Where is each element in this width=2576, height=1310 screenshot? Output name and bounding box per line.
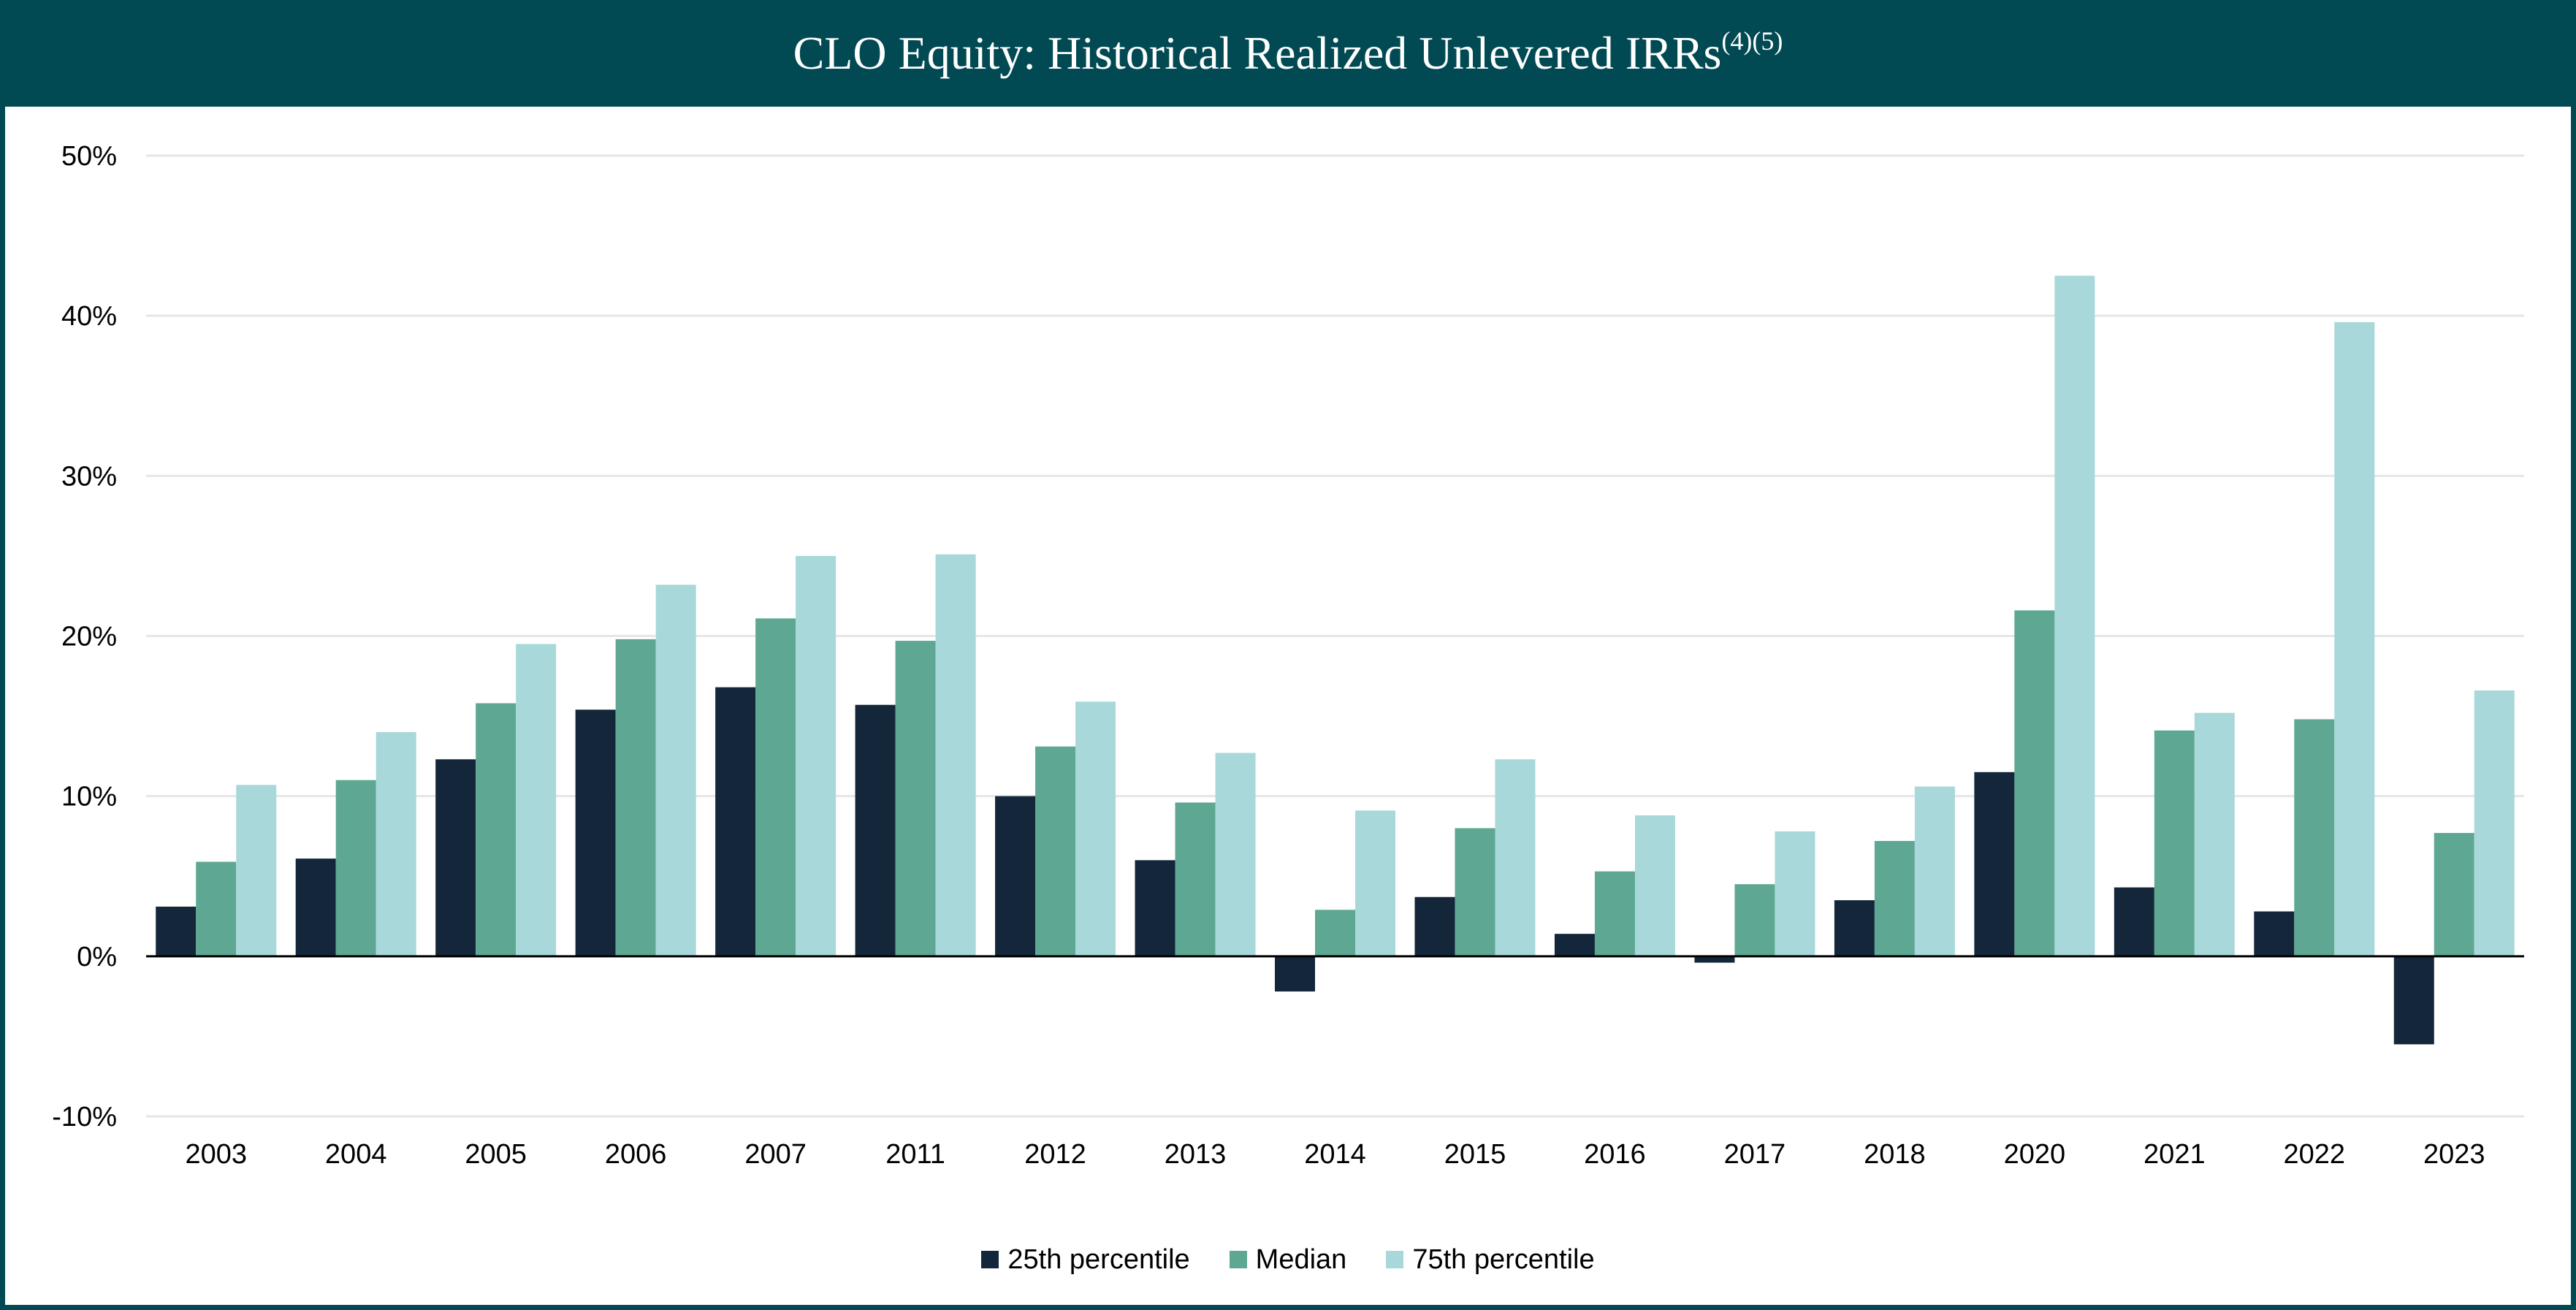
bar-75th-percentile-2004 <box>376 732 416 956</box>
x-axis-tick-labels: 2003 2004 2005 2006 2007 2011 2012 2013 2014 2015… <box>185 1139 2485 1170</box>
y-tick-label: 40% <box>61 301 117 332</box>
bar-25th-percentile-2020 <box>1974 772 2015 956</box>
x-tick-label: 2007 <box>744 1139 807 1170</box>
bar-75th-percentile-2016 <box>1634 815 1675 956</box>
bar-25th-percentile-2006 <box>575 709 616 956</box>
chart-title-text: CLO Equity: Historical Realized Unlevere… <box>793 27 1722 79</box>
bar-75th-percentile-2013 <box>1215 753 1256 956</box>
y-axis-tick-labels: -10% 0% 10% 20% 30% 40% 50% <box>52 141 117 1132</box>
bar-75th-percentile-2022 <box>2334 321 2375 956</box>
bar-median-2014 <box>1315 910 1355 956</box>
bars <box>156 275 2515 1045</box>
x-tick-label: 2021 <box>2144 1139 2206 1170</box>
bar-75th-percentile-2003 <box>236 785 277 956</box>
x-tick-label: 2015 <box>1444 1139 1506 1170</box>
bar-median-2007 <box>755 618 796 956</box>
bar-75th-percentile-2015 <box>1495 759 1536 956</box>
y-tick-label: 0% <box>77 942 117 972</box>
bar-25th-percentile-2017 <box>1694 956 1735 963</box>
bar-median-2003 <box>196 861 237 956</box>
x-tick-label: 2004 <box>325 1139 387 1170</box>
y-tick-label: 20% <box>61 622 117 652</box>
bar-median-2021 <box>2154 730 2195 956</box>
bar-25th-percentile-2023 <box>2393 956 2434 1045</box>
y-tick-label: 30% <box>61 461 117 492</box>
bar-median-2016 <box>1594 871 1635 956</box>
bar-75th-percentile-2018 <box>1914 786 1955 956</box>
bar-median-2004 <box>335 780 376 956</box>
legend-label: Median <box>1255 1244 1347 1275</box>
x-tick-label: 2022 <box>2284 1139 2346 1170</box>
legend: 25th percentile Median 75th percentile <box>0 1239 2576 1280</box>
x-tick-label: 2023 <box>2423 1139 2485 1170</box>
y-tick-label: -10% <box>52 1102 117 1132</box>
bar-75th-percentile-2007 <box>796 555 837 956</box>
bar-25th-percentile-2022 <box>2254 911 2295 956</box>
x-tick-label: 2014 <box>1304 1139 1366 1170</box>
bar-25th-percentile-2018 <box>1834 900 1875 956</box>
bar-75th-percentile-2017 <box>1775 831 1815 956</box>
bar-median-2018 <box>1874 841 1915 956</box>
bar-25th-percentile-2004 <box>295 858 336 956</box>
bar-median-2011 <box>895 641 936 956</box>
bar-25th-percentile-2011 <box>855 704 896 956</box>
legend-item: 25th percentile <box>981 1244 1190 1276</box>
bar-75th-percentile-2014 <box>1355 810 1395 956</box>
bar-75th-percentile-2012 <box>1075 701 1116 956</box>
bar-25th-percentile-2014 <box>1275 956 1315 992</box>
legend-label: 75th percentile <box>1412 1244 1595 1275</box>
bar-median-2022 <box>2294 719 2335 956</box>
bar-25th-percentile-2021 <box>2114 887 2154 956</box>
x-tick-label: 2006 <box>605 1139 667 1170</box>
bar-median-2006 <box>615 639 656 956</box>
x-tick-label: 2003 <box>185 1139 247 1170</box>
bar-chart: -10%0%10%20%30%40%50% 2003 2004 2005 2006 20… <box>52 141 2524 1170</box>
bar-75th-percentile-2006 <box>655 584 696 956</box>
bar-75th-percentile-2020 <box>2054 275 2095 956</box>
x-tick-label: 2020 <box>2004 1139 2066 1170</box>
bar-median-2017 <box>1734 884 1775 956</box>
gridlines <box>146 154 2524 1118</box>
bar-25th-percentile-2016 <box>1554 934 1595 956</box>
bar-median-2013 <box>1175 802 1216 956</box>
legend-swatch <box>1229 1251 1247 1268</box>
legend-item: Median <box>1229 1244 1347 1276</box>
x-tick-label: 2018 <box>1864 1139 1926 1170</box>
bar-75th-percentile-2023 <box>2474 690 2515 956</box>
y-tick-label: 10% <box>61 782 117 812</box>
chart-title: CLO Equity: Historical Realized Unlevere… <box>793 26 1783 80</box>
x-tick-label: 2012 <box>1024 1139 1086 1170</box>
title-bar: CLO Equity: Historical Realized Unlevere… <box>0 0 2576 107</box>
bar-median-2012 <box>1035 746 1076 956</box>
x-tick-label: 2005 <box>465 1139 527 1170</box>
bar-75th-percentile-2011 <box>935 554 976 956</box>
bar-median-2015 <box>1455 828 1495 956</box>
y-tick-label: 50% <box>61 141 117 172</box>
bar-25th-percentile-2012 <box>995 796 1036 956</box>
legend-label: 25th percentile <box>1007 1244 1190 1275</box>
legend-item: 75th percentile <box>1386 1244 1595 1276</box>
legend-swatch <box>981 1251 999 1268</box>
bar-25th-percentile-2015 <box>1414 896 1455 956</box>
x-tick-label: 2013 <box>1165 1139 1227 1170</box>
bar-median-2020 <box>2014 610 2055 956</box>
bar-75th-percentile-2005 <box>516 644 557 956</box>
bar-median-2023 <box>2434 833 2474 956</box>
x-tick-label: 2016 <box>1584 1139 1646 1170</box>
bar-25th-percentile-2003 <box>156 906 197 956</box>
bar-25th-percentile-2007 <box>715 687 756 956</box>
bar-25th-percentile-2013 <box>1135 860 1175 956</box>
bar-25th-percentile-2005 <box>435 759 476 956</box>
chart-title-footnotes: (4)(5) <box>1721 26 1783 56</box>
x-tick-label: 2017 <box>1724 1139 1786 1170</box>
bar-median-2005 <box>476 703 517 956</box>
x-tick-label: 2011 <box>885 1139 945 1170</box>
bar-75th-percentile-2021 <box>2194 712 2235 956</box>
legend-swatch <box>1386 1251 1404 1268</box>
